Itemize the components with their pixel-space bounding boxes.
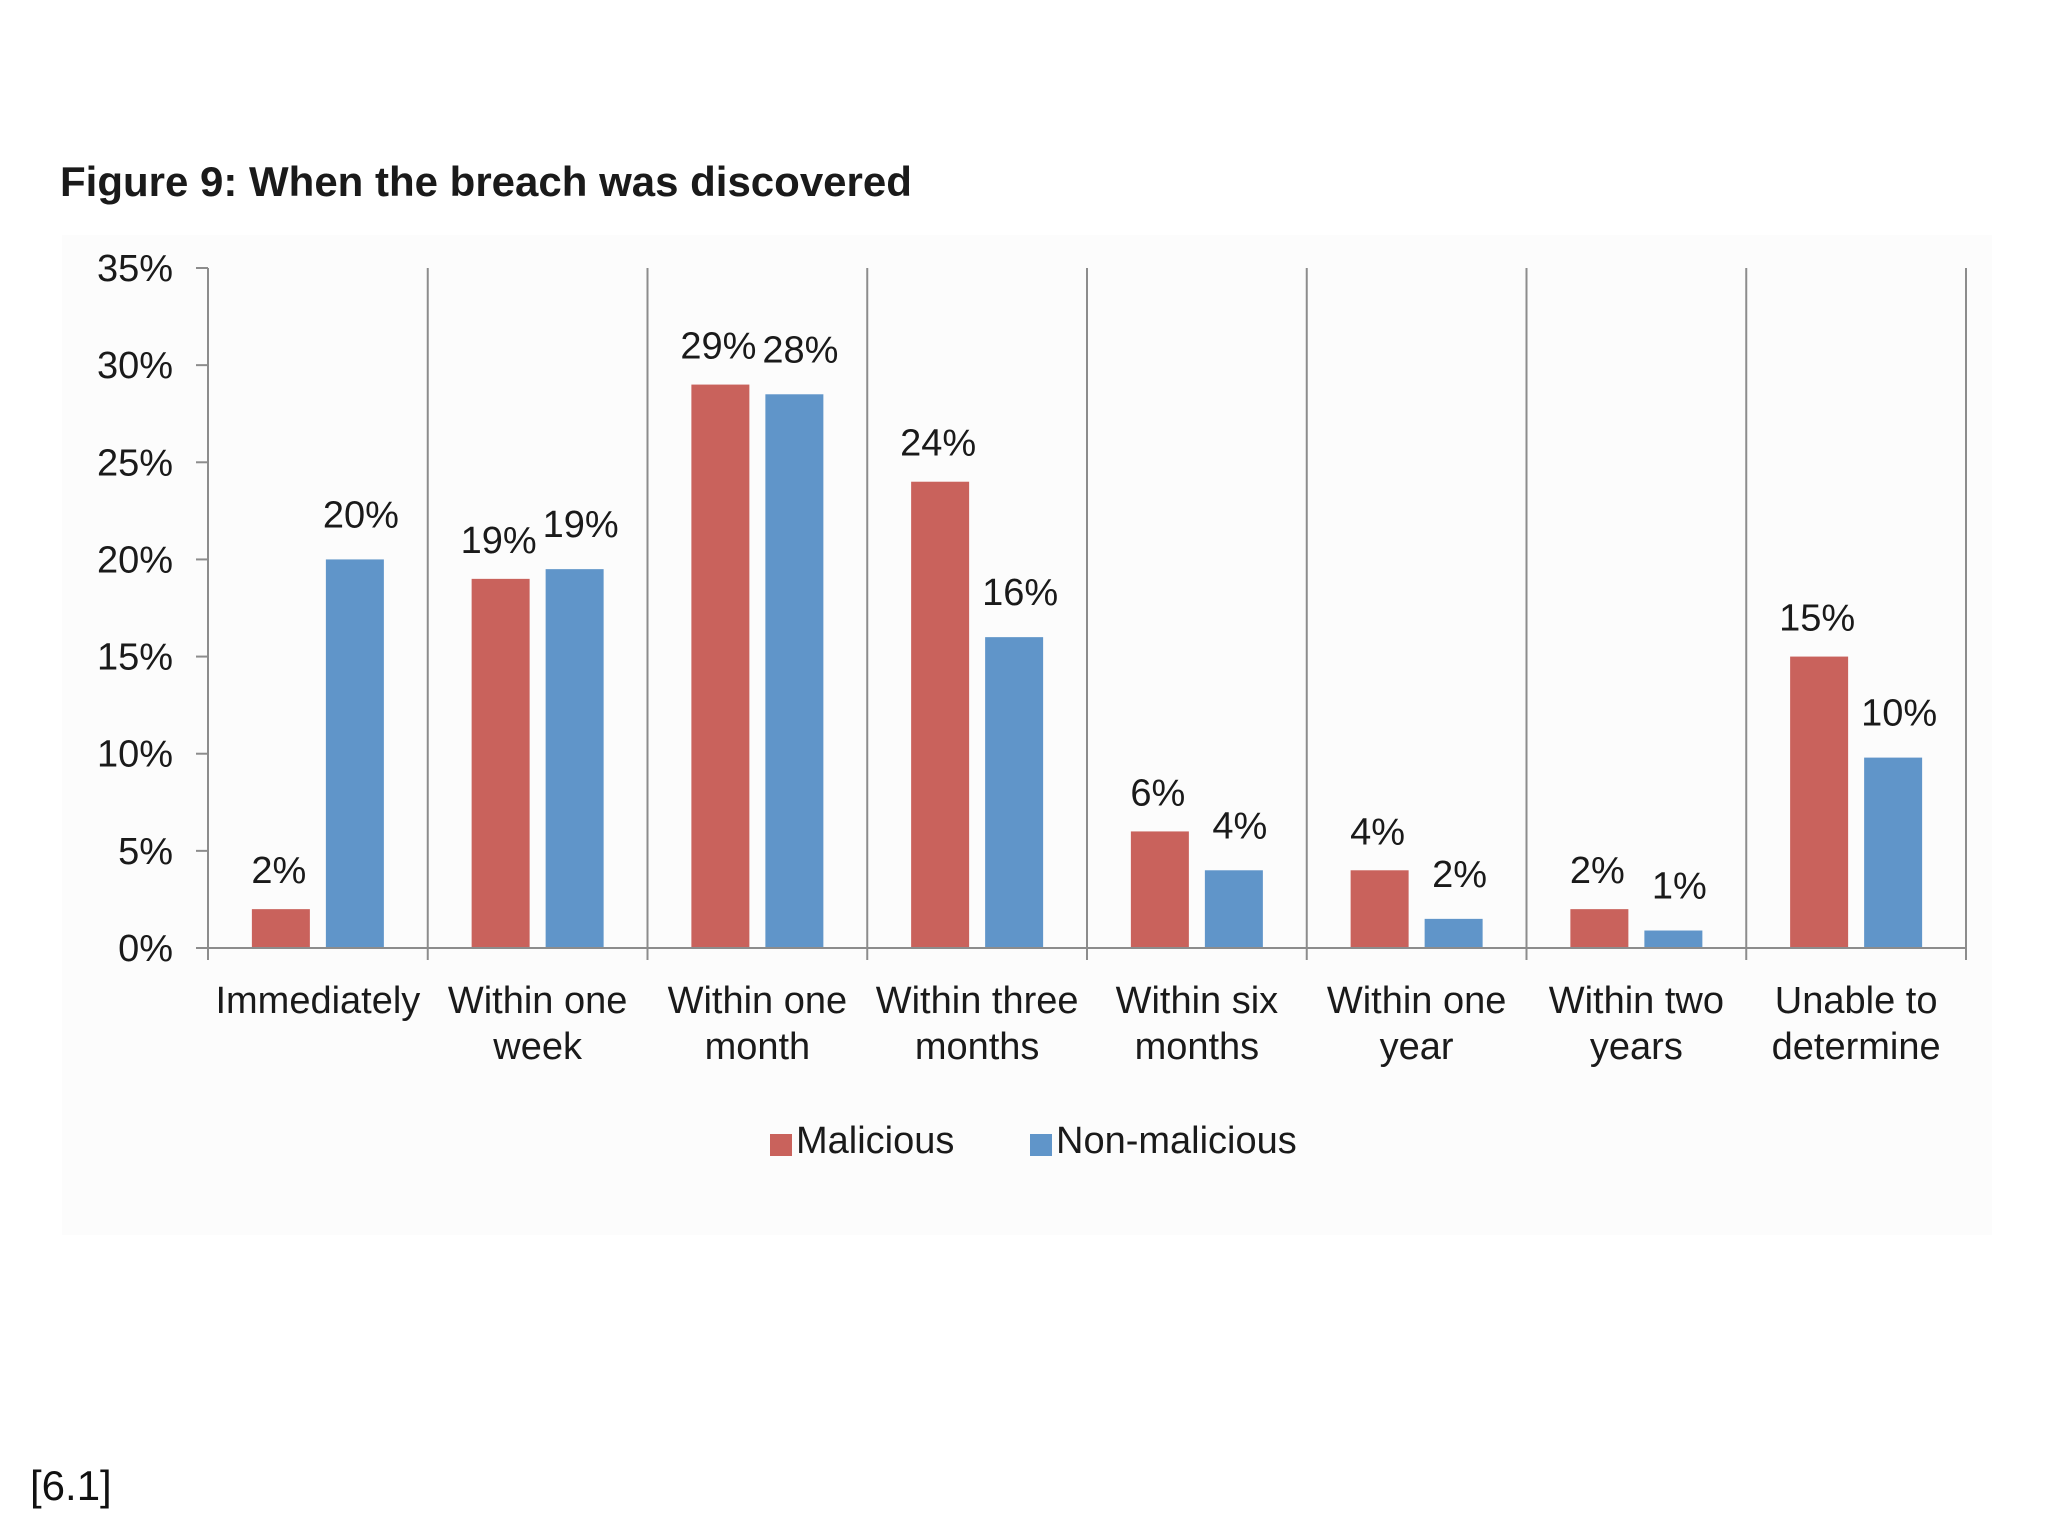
y-tick-label: 25% xyxy=(97,442,173,484)
data-labels: 2% 20% 19% 19% 29% 28% 24% 16% 6% 4% 4% 2% 2% 1% 15% 10… xyxy=(251,326,1937,908)
footnote: [6.1] xyxy=(30,1462,112,1509)
bar-non-malicious xyxy=(1204,870,1263,948)
bar-malicious xyxy=(1350,870,1409,948)
data-label: 4% xyxy=(1350,811,1405,853)
x-category-label: Within one xyxy=(668,980,848,1022)
bar-non-malicious xyxy=(1864,757,1923,948)
y-tick-label: 15% xyxy=(97,637,173,679)
data-label: 20% xyxy=(323,494,399,536)
x-category-label: months xyxy=(915,1026,1040,1068)
bars xyxy=(251,384,1923,949)
legend-label-malicious: Malicious xyxy=(796,1120,954,1162)
legend-swatch-malicious xyxy=(770,1134,792,1156)
bar-non-malicious xyxy=(1644,930,1703,948)
y-tick-label: 10% xyxy=(97,734,173,776)
x-category-label: years xyxy=(1590,1026,1683,1068)
data-label: 10% xyxy=(1861,693,1937,735)
x-category-label: Unable to xyxy=(1775,980,1938,1022)
x-category-label: Within six xyxy=(1116,980,1279,1022)
data-label: 16% xyxy=(982,572,1058,614)
data-label: 6% xyxy=(1130,772,1185,814)
y-tick-label: 20% xyxy=(97,539,173,581)
data-label: 15% xyxy=(1779,598,1855,640)
data-label: 28% xyxy=(762,329,838,371)
x-category-label: Within two xyxy=(1549,980,1724,1022)
bar-malicious xyxy=(911,481,970,948)
bar-malicious xyxy=(691,384,750,949)
legend-label-non-malicious: Non-malicious xyxy=(1056,1120,1297,1162)
x-category-label: year xyxy=(1380,1026,1454,1068)
x-category-label: Within one xyxy=(1327,980,1507,1022)
data-label: 2% xyxy=(1432,854,1487,896)
y-tick-label: 30% xyxy=(97,345,173,387)
data-label: 2% xyxy=(251,850,306,892)
bar-malicious xyxy=(1130,831,1189,948)
x-category-label: months xyxy=(1135,1026,1260,1068)
data-label: 2% xyxy=(1570,850,1625,892)
y-tick-label: 5% xyxy=(118,831,173,873)
y-axis-ticks: 0% 5% 10% 15% 20% 25% 30% 35% xyxy=(97,248,209,970)
data-label: 1% xyxy=(1652,866,1707,908)
bar-malicious xyxy=(471,578,530,948)
x-category-label: Within one xyxy=(448,980,628,1022)
x-category-label: Within three xyxy=(876,980,1079,1022)
axes xyxy=(207,268,1966,949)
category-separators xyxy=(426,268,1967,960)
data-label: 29% xyxy=(680,326,756,368)
bar-non-malicious xyxy=(985,637,1044,948)
legend-swatch-non-malicious xyxy=(1030,1134,1052,1156)
x-category-label: month xyxy=(705,1026,811,1068)
x-category-label: determine xyxy=(1772,1026,1941,1068)
bar-non-malicious xyxy=(325,559,384,948)
data-label: 19% xyxy=(461,520,537,562)
bar-malicious xyxy=(1790,656,1849,948)
bar-non-malicious xyxy=(1424,918,1483,948)
figure-title: Figure 9: When the breach was discovered xyxy=(60,158,912,205)
bar-malicious xyxy=(1570,909,1629,948)
bar-malicious xyxy=(251,909,310,948)
x-category-label: Immediately xyxy=(215,980,420,1022)
x-category-label: week xyxy=(492,1026,583,1068)
bar-non-malicious xyxy=(765,394,824,948)
y-tick-label: 35% xyxy=(97,248,173,290)
data-label: 4% xyxy=(1212,805,1267,847)
legend: Malicious Non-malicious xyxy=(770,1120,1297,1162)
data-label: 24% xyxy=(900,423,976,465)
data-label: 19% xyxy=(543,504,619,546)
bar-non-malicious xyxy=(545,569,604,948)
y-tick-label: 0% xyxy=(118,928,173,970)
